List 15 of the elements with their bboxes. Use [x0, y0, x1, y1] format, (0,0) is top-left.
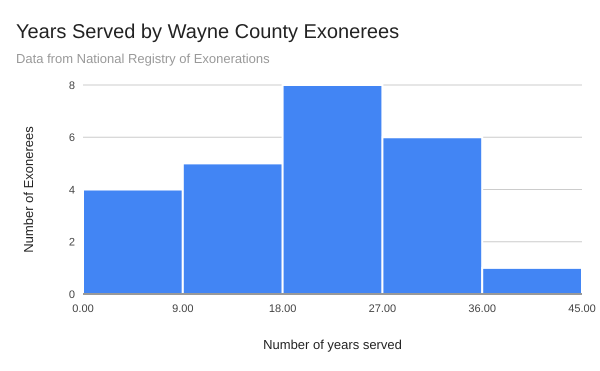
y-tick-label: 0: [68, 288, 75, 301]
x-tick-label: 18.00: [268, 303, 296, 315]
y-axis-title: Number of Exonerees: [21, 126, 36, 253]
x-axis-title: Number of years served: [263, 337, 402, 352]
x-tick-label: 45.00: [568, 303, 596, 315]
x-tick-label: 0.00: [72, 303, 94, 315]
x-tick-label: 27.00: [368, 303, 396, 315]
x-tick-label: 9.00: [172, 303, 194, 315]
y-tick-label: 4: [68, 184, 75, 196]
chart-subtitle: Data from National Registry of Exonerations: [16, 51, 270, 66]
y-tick-label: 6: [68, 132, 75, 144]
x-tick-label: 36.00: [468, 303, 496, 315]
chart-title: Years Served by Wayne County Exonerees: [16, 21, 400, 43]
y-tick-label: 8: [68, 80, 75, 92]
y-tick-label: 2: [68, 236, 75, 249]
